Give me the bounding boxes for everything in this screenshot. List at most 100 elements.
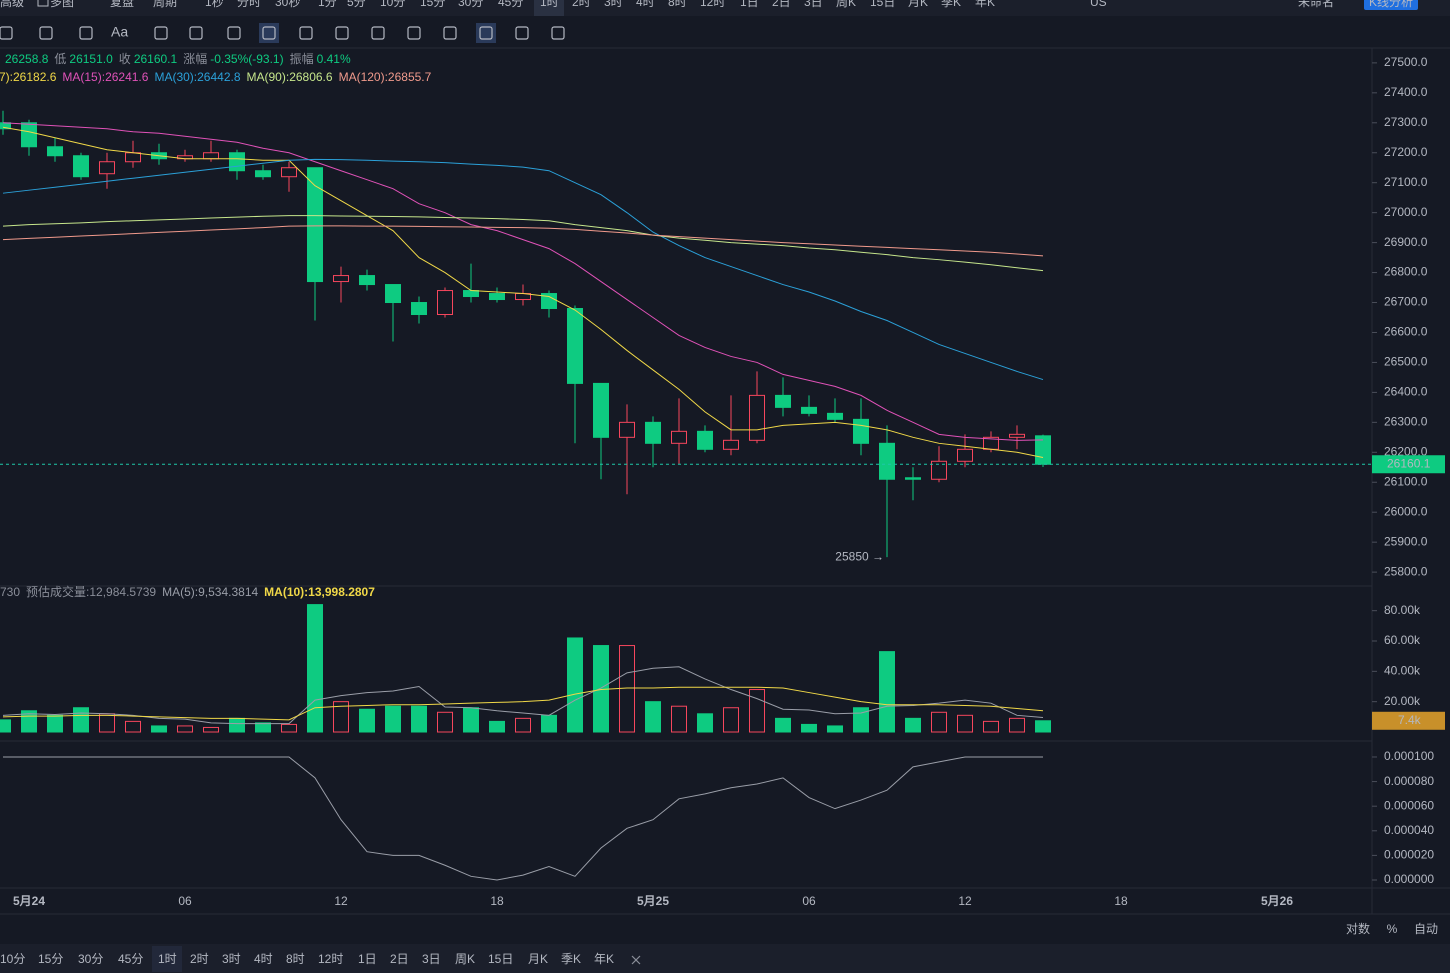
volume-bar (957, 714, 973, 733)
tool-label[interactable]: Aa (111, 24, 128, 40)
toolbar-item[interactable]: 3日 (804, 0, 823, 9)
footer-item[interactable]: 1时 (158, 952, 177, 966)
toolbar-item[interactable]: 分时 (237, 0, 261, 9)
y-tick-label: 26600.0 (1384, 325, 1428, 339)
toolbar-item[interactable]: 12时 (700, 0, 725, 9)
toolbar-item[interactable]: 45分 (498, 0, 523, 9)
footer-item[interactable]: 2时 (190, 952, 209, 966)
footer-item[interactable]: 月K (528, 952, 548, 966)
footer-item[interactable]: 2日 (390, 952, 409, 966)
toolbar-item[interactable]: 5分 (347, 0, 366, 9)
tool-icon[interactable] (262, 26, 276, 40)
toolbar-item[interactable]: 季K (941, 0, 961, 9)
volume-bar (723, 707, 739, 733)
x-tick-label: 06 (178, 894, 192, 908)
tool-icon[interactable] (479, 26, 493, 40)
toolbar-item[interactable]: 8时 (668, 0, 687, 9)
scale-option[interactable]: 自动 (1414, 922, 1438, 936)
toolbar-item[interactable]: 周期 (153, 0, 177, 9)
volume-text: 预估成交量:12,984.5739 (26, 584, 156, 599)
tool-icon[interactable] (443, 26, 457, 40)
tool-icon[interactable] (39, 26, 53, 40)
toolbar-item[interactable]: 1秒 (205, 0, 224, 9)
close-icon[interactable] (631, 955, 641, 965)
candle-body (723, 439, 739, 450)
toolbar-item[interactable]: 4时 (636, 0, 655, 9)
tool-icon[interactable] (154, 26, 168, 40)
y-tick-label: 26700.0 (1384, 295, 1428, 309)
scale-option[interactable]: % (1387, 922, 1398, 936)
tool-icon[interactable] (189, 26, 203, 40)
footer-item[interactable]: 12时 (318, 952, 343, 966)
toolbar-item[interactable]: 30分 (458, 0, 483, 9)
footer-item[interactable]: 年K (594, 952, 614, 966)
footer-item[interactable]: 10分 (0, 952, 25, 966)
y-tick-label: 26800.0 (1384, 265, 1428, 279)
y-tick-label: 25800.0 (1384, 564, 1428, 578)
candle-body (593, 382, 609, 438)
toolbar-item[interactable]: 1时 (540, 0, 559, 9)
y-tick-label: 27500.0 (1384, 55, 1428, 69)
toolbar-item[interactable]: 年K (975, 0, 995, 9)
y-tick-label: 26000.0 (1384, 504, 1428, 518)
toolbar-item[interactable]: 高级 (0, 0, 24, 9)
toolbar-item[interactable]: 2日 (772, 0, 791, 9)
toolbar-item[interactable]: 10分 (380, 0, 405, 9)
tool-icon[interactable] (551, 26, 565, 40)
button[interactable]: K线分析 (1369, 0, 1413, 9)
tool-icon[interactable] (227, 26, 241, 40)
candle-body (73, 155, 89, 178)
footer-item[interactable]: 周K (455, 952, 475, 966)
tool-active (259, 23, 279, 43)
volume-bar (905, 717, 921, 733)
toolbar-item[interactable]: 周K (836, 0, 856, 9)
tool-icon[interactable] (515, 26, 529, 40)
footer-item[interactable]: 15日 (488, 952, 513, 966)
candle-body (489, 293, 505, 301)
candle-body (125, 152, 141, 163)
info-value: 26151.0 (69, 52, 113, 66)
tool-icon[interactable] (371, 26, 385, 40)
tool-icon[interactable] (407, 26, 421, 40)
toolbar-item[interactable]: 2时 (572, 0, 591, 9)
legend-item: MA(7):26182.6 (0, 70, 57, 84)
toolbar-right[interactable]: US (1090, 0, 1107, 9)
tool-icon[interactable] (0, 26, 13, 40)
volume-bar (697, 713, 713, 733)
toolbar-item[interactable]: 3时 (604, 0, 623, 9)
y-tick-label: 40.00k (1384, 664, 1421, 678)
toolbar-item[interactable]: 月K (908, 0, 928, 9)
toolbar-item[interactable]: 多图 (50, 0, 74, 9)
tool-icon[interactable] (299, 26, 313, 40)
tool-icon[interactable] (335, 26, 349, 40)
footer-item[interactable]: 3日 (422, 952, 441, 966)
toolbar-right[interactable]: 未命名 (1298, 0, 1334, 9)
top-toolbar (0, 0, 1450, 16)
volume-bar (645, 701, 661, 733)
tool-icon[interactable] (79, 26, 93, 40)
candle-body (47, 146, 63, 157)
toolbar-item[interactable]: 复盘 (110, 0, 134, 9)
scale-option[interactable]: 对数 (1346, 921, 1370, 936)
volume-bar (983, 720, 999, 733)
toolbar-item[interactable]: 1分 (318, 0, 337, 9)
footer-item[interactable]: 季K (561, 952, 581, 966)
toolbar-item[interactable]: 30秒 (275, 0, 300, 9)
y-tick-label: 27100.0 (1384, 175, 1428, 189)
footer-item[interactable]: 3时 (222, 952, 241, 966)
candle-body (437, 290, 453, 316)
toolbar-item[interactable]: 1日 (740, 0, 759, 9)
info-value: 26258.8 (5, 52, 49, 66)
footer-item[interactable]: 15分 (38, 952, 63, 966)
toolbar-item[interactable]: 15日 (870, 0, 895, 9)
y-tick-label: 0.000060 (1384, 798, 1434, 812)
footer-item[interactable]: 4时 (254, 952, 273, 966)
footer-item[interactable]: 1日 (358, 952, 377, 966)
footer-item[interactable]: 30分 (78, 952, 103, 966)
volume-bar (177, 725, 193, 733)
volume-bar (437, 711, 453, 733)
volume-bar (229, 717, 245, 733)
footer-item[interactable]: 8时 (286, 952, 305, 966)
toolbar-item[interactable]: 15分 (420, 0, 445, 9)
footer-item[interactable]: 45分 (118, 952, 143, 966)
